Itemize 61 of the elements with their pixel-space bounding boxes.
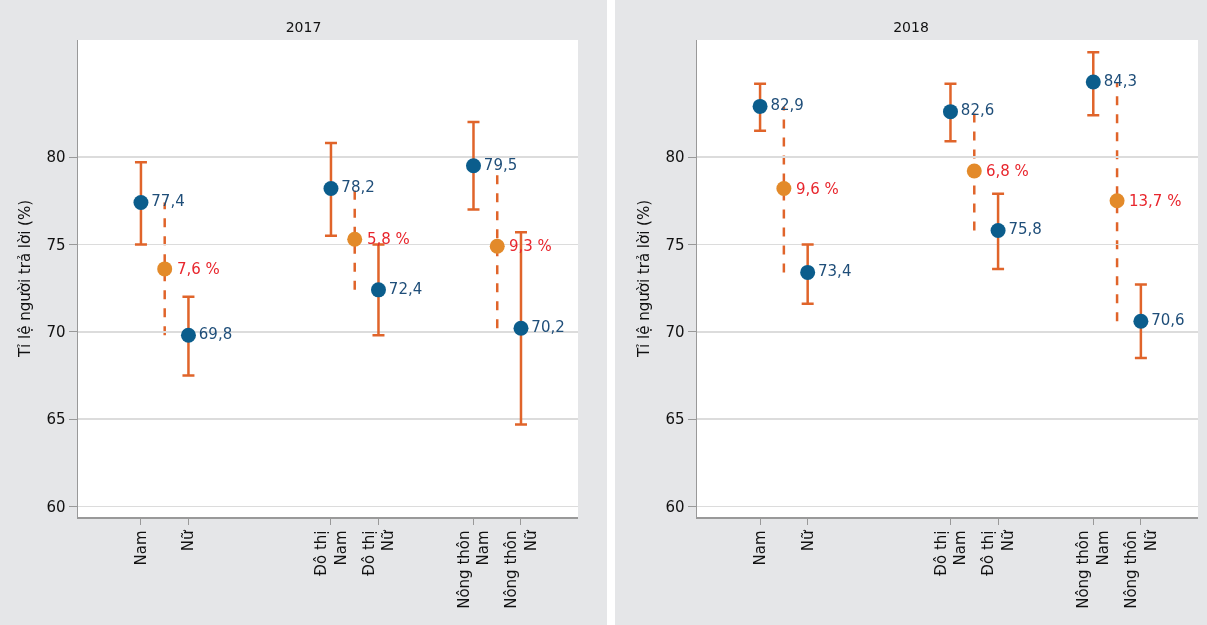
data-label: 78,2 — [341, 178, 375, 197]
data-label: 73,4 — [818, 262, 852, 281]
point — [752, 98, 768, 114]
data-label: 82,9 — [770, 96, 804, 115]
y-tick-label: 65 — [46, 410, 66, 429]
chart-title: 2018 — [893, 18, 929, 35]
x-tick-label: Nữ — [798, 529, 817, 552]
x-tick-label: Đô thị Nữ — [359, 529, 398, 576]
y-tick-label: 80 — [46, 148, 66, 167]
point — [1109, 193, 1125, 209]
y-tick-label: 70 — [46, 323, 66, 342]
data-label: 75,8 — [1008, 220, 1042, 239]
data-label: 69,8 — [198, 325, 233, 344]
point — [370, 282, 386, 298]
x-tick-label: Nam — [131, 530, 150, 566]
point — [489, 238, 505, 254]
point — [466, 158, 481, 174]
point — [347, 231, 363, 247]
y-tick-label: 60 — [46, 497, 66, 516]
y-tick-label: 65 — [665, 410, 685, 429]
data-label: 77,4 — [151, 192, 185, 211]
point — [942, 104, 958, 120]
data-label: 70,2 — [531, 318, 565, 337]
annotation: 6,8 % — [986, 162, 1029, 180]
x-tick-label: Đô thị Nam — [931, 530, 970, 576]
point — [323, 181, 339, 197]
point — [776, 181, 792, 197]
data-label: 70,6 — [1151, 311, 1185, 330]
y-tick-label: 75 — [665, 235, 685, 254]
point — [1085, 74, 1101, 90]
y-tick-label: 70 — [665, 323, 685, 342]
point — [180, 327, 196, 343]
x-tick-label: Nông thôn Nữ — [1122, 529, 1160, 609]
x-tick-label: Đô thị Nam — [312, 530, 350, 576]
data-label: 79,5 — [483, 155, 518, 174]
point — [800, 264, 816, 280]
annotation: 13,7 % — [1129, 192, 1182, 210]
x-tick-label: Nông thôn Nam — [454, 530, 493, 609]
point — [133, 194, 149, 210]
point — [513, 320, 529, 336]
x-tick-label: Nữ — [179, 529, 198, 552]
y-tick-label: 60 — [665, 497, 685, 516]
point — [990, 222, 1006, 238]
annotation: 7,6 % — [177, 260, 220, 278]
y-axis-title: Tỉ lệ người trả lời (%) — [634, 199, 653, 359]
point — [1133, 313, 1149, 329]
point — [157, 261, 173, 277]
chart-title: 2017 — [285, 18, 322, 35]
data-label: 82,6 — [960, 101, 995, 120]
x-tick-label: Nông thôn Nữ — [502, 529, 540, 609]
y-axis-title: Tỉ lệ người trả lời (%) — [15, 199, 34, 359]
annotation: 5,8 % — [367, 230, 410, 248]
x-tick-label: Nông thôn Nam — [1074, 530, 1112, 609]
y-tick-label: 80 — [665, 148, 685, 167]
y-tick-label: 75 — [46, 235, 66, 254]
data-label: 72,4 — [388, 279, 423, 298]
point — [966, 163, 982, 179]
x-tick-label: Đô thị Nữ — [979, 529, 1017, 576]
x-tick-label: Nam — [750, 530, 769, 566]
annotation: 9,6 % — [796, 180, 839, 198]
data-label: 84,3 — [1103, 71, 1138, 90]
